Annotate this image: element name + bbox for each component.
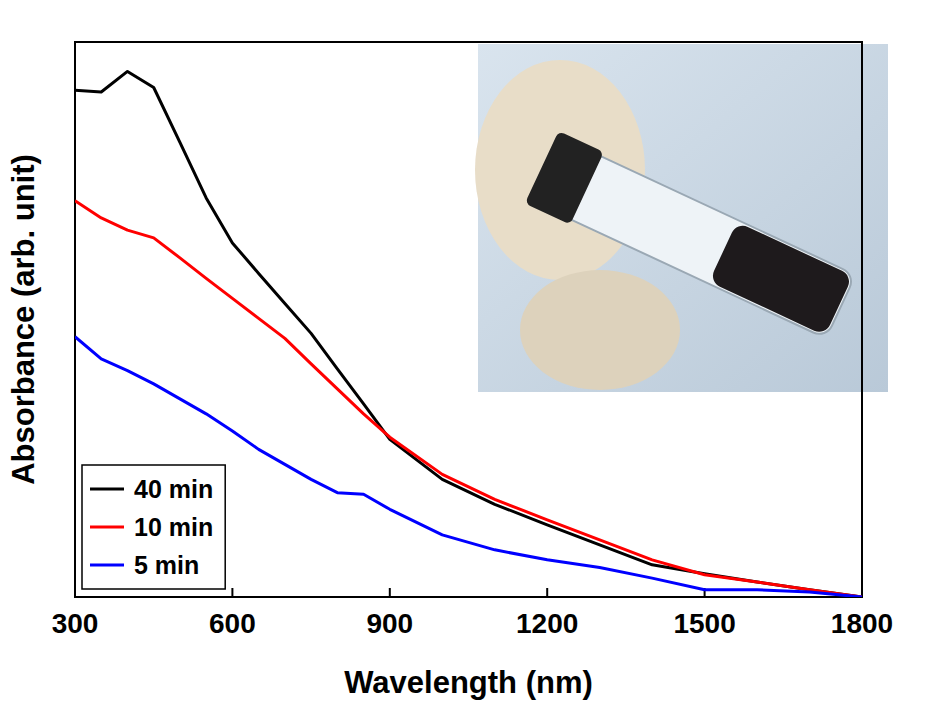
y-axis-title: Absorbance (arb. unit) [6,154,41,485]
inset-photo [475,44,888,392]
x-tick [389,588,391,597]
legend-swatch [90,488,124,491]
x-tick-label: 1200 [516,608,578,639]
x-tick [74,588,76,597]
legend-label: 10 min [134,513,213,541]
x-axis-title: Wavelength (nm) [344,665,593,700]
legend-label: 5 min [134,551,199,579]
legend: 40 min 10 min 5 min [82,465,225,589]
series-line [75,71,862,597]
legend-label: 40 min [134,475,213,503]
plot-frame [75,42,862,597]
legend-swatch [90,526,124,529]
x-tick [546,588,548,597]
vial-glass [554,148,855,338]
series-group [75,71,862,597]
vial [525,131,858,343]
vial-cap [525,131,604,225]
legend-swatch [90,564,124,567]
series-line [75,201,862,597]
series-line [75,337,862,597]
x-tick-label: 1500 [673,608,735,639]
x-tick-label: 1800 [831,608,893,639]
legend-box [82,465,225,589]
x-tick-label: 600 [209,608,256,639]
x-tick-label: 300 [52,608,99,639]
chart: 300 600 900 1200 1500 1800 40 min 10 min 5 min Wa… [0,0,927,713]
x-tick-label: 900 [366,608,413,639]
vial-liquid [709,222,853,336]
x-tick [231,588,233,597]
glove [520,270,680,390]
